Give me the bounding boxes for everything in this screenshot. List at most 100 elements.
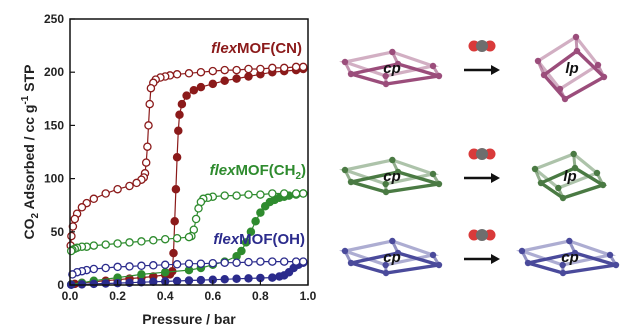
data-point xyxy=(251,216,260,226)
x-tick-label: 0.6 xyxy=(204,289,221,303)
data-point xyxy=(137,277,146,287)
data-point xyxy=(70,214,80,224)
x-axis-title: Pressure / bar xyxy=(142,311,236,327)
data-point xyxy=(268,63,277,73)
data-point xyxy=(89,279,99,289)
data-point xyxy=(291,189,301,198)
data-point xyxy=(256,190,265,199)
data-point xyxy=(67,231,76,241)
data-point xyxy=(101,240,110,249)
co2-molecule-icon xyxy=(468,148,496,160)
data-point xyxy=(194,204,203,213)
data-point xyxy=(172,260,182,269)
data-point xyxy=(256,208,265,217)
data-point xyxy=(268,257,277,266)
pore-label-before: cp xyxy=(383,60,401,77)
data-point xyxy=(298,189,308,198)
data-point xyxy=(113,262,122,272)
data-point xyxy=(172,233,182,243)
data-point xyxy=(172,70,182,79)
data-point xyxy=(196,275,206,285)
data-point xyxy=(256,257,265,266)
data-point xyxy=(291,257,301,266)
data-point xyxy=(279,189,289,198)
series-label-oh: flexMOF(OH) xyxy=(213,231,305,248)
data-point xyxy=(244,72,253,81)
data-point xyxy=(196,259,206,268)
data-point xyxy=(113,184,122,194)
data-point xyxy=(175,110,184,120)
y-tick-label: 250 xyxy=(44,12,64,26)
data-point xyxy=(143,142,152,151)
data-point xyxy=(144,121,153,130)
x-tick-label: 0.2 xyxy=(109,289,126,303)
data-point xyxy=(232,191,241,200)
pore-label-after: lp xyxy=(565,60,578,77)
framework-before-ch2 xyxy=(339,156,443,196)
data-point xyxy=(169,248,178,258)
data-point xyxy=(244,274,253,283)
y-tick-label: 50 xyxy=(51,225,65,239)
series-label-cn: flexMOF(CN) xyxy=(211,40,302,57)
data-point xyxy=(172,276,182,286)
data-point xyxy=(208,258,218,268)
data-point xyxy=(298,257,308,266)
data-point xyxy=(241,238,251,247)
y-tick-label: 150 xyxy=(44,118,64,132)
data-point xyxy=(220,76,229,85)
data-point xyxy=(146,83,156,93)
data-point xyxy=(172,153,182,162)
data-point xyxy=(268,273,277,282)
right-arrow-icon xyxy=(464,254,500,264)
data-point xyxy=(141,158,151,167)
axis-ticks: 0.0 0.2 0.4 0.6 0.8 1.0 0 50 100 150 200 250 xyxy=(44,12,317,303)
data-point xyxy=(137,261,146,271)
data-point xyxy=(208,66,218,76)
data-point xyxy=(125,181,134,191)
data-point xyxy=(220,191,229,200)
plot-frame xyxy=(69,18,309,286)
y-axis-title: CO2 Adsorbed / cc g-1 STP xyxy=(20,65,41,240)
co2-molecule-icon xyxy=(468,229,496,241)
data-point xyxy=(184,69,194,78)
framework-before-oh xyxy=(339,237,443,277)
data-point xyxy=(184,232,194,242)
data-point xyxy=(101,263,110,273)
data-point xyxy=(125,262,134,271)
data-point xyxy=(177,99,187,109)
data-point xyxy=(89,194,99,204)
data-point xyxy=(137,270,146,279)
data-point xyxy=(244,257,253,267)
data-point xyxy=(89,264,99,274)
data-point xyxy=(149,236,158,245)
data-point xyxy=(145,99,154,109)
chart-marks xyxy=(66,62,308,290)
data-point xyxy=(132,178,141,188)
data-point xyxy=(244,64,253,74)
data-point xyxy=(137,237,146,246)
y-tick-label: 100 xyxy=(44,172,64,186)
isotherm-chart: 0.0 0.2 0.4 0.6 0.8 1.0 0 50 100 150 200 250 Pressu… xyxy=(20,12,317,327)
framework-after-ch2 xyxy=(531,150,608,202)
data-point xyxy=(232,274,241,284)
structure-schematics: cp lp cp lp cp cp xyxy=(339,33,620,277)
data-point xyxy=(101,189,110,198)
data-point xyxy=(256,64,265,74)
x-tick-label: 0.0 xyxy=(62,289,79,303)
data-point xyxy=(101,279,110,288)
data-point xyxy=(89,241,99,250)
data-point xyxy=(171,184,181,194)
data-point xyxy=(182,91,191,100)
pore-label-before: cp xyxy=(383,249,401,266)
data-point xyxy=(268,189,277,198)
x-tick-label: 0.8 xyxy=(252,289,269,303)
co2-molecule-icon xyxy=(468,40,496,52)
data-point xyxy=(170,216,179,226)
x-tick-label: 0.4 xyxy=(157,289,174,303)
data-point xyxy=(160,267,170,277)
data-point xyxy=(174,126,183,135)
data-point xyxy=(232,258,241,267)
series-label-ch2: flexMOF(CH2) xyxy=(210,162,306,182)
data-point xyxy=(160,260,170,270)
